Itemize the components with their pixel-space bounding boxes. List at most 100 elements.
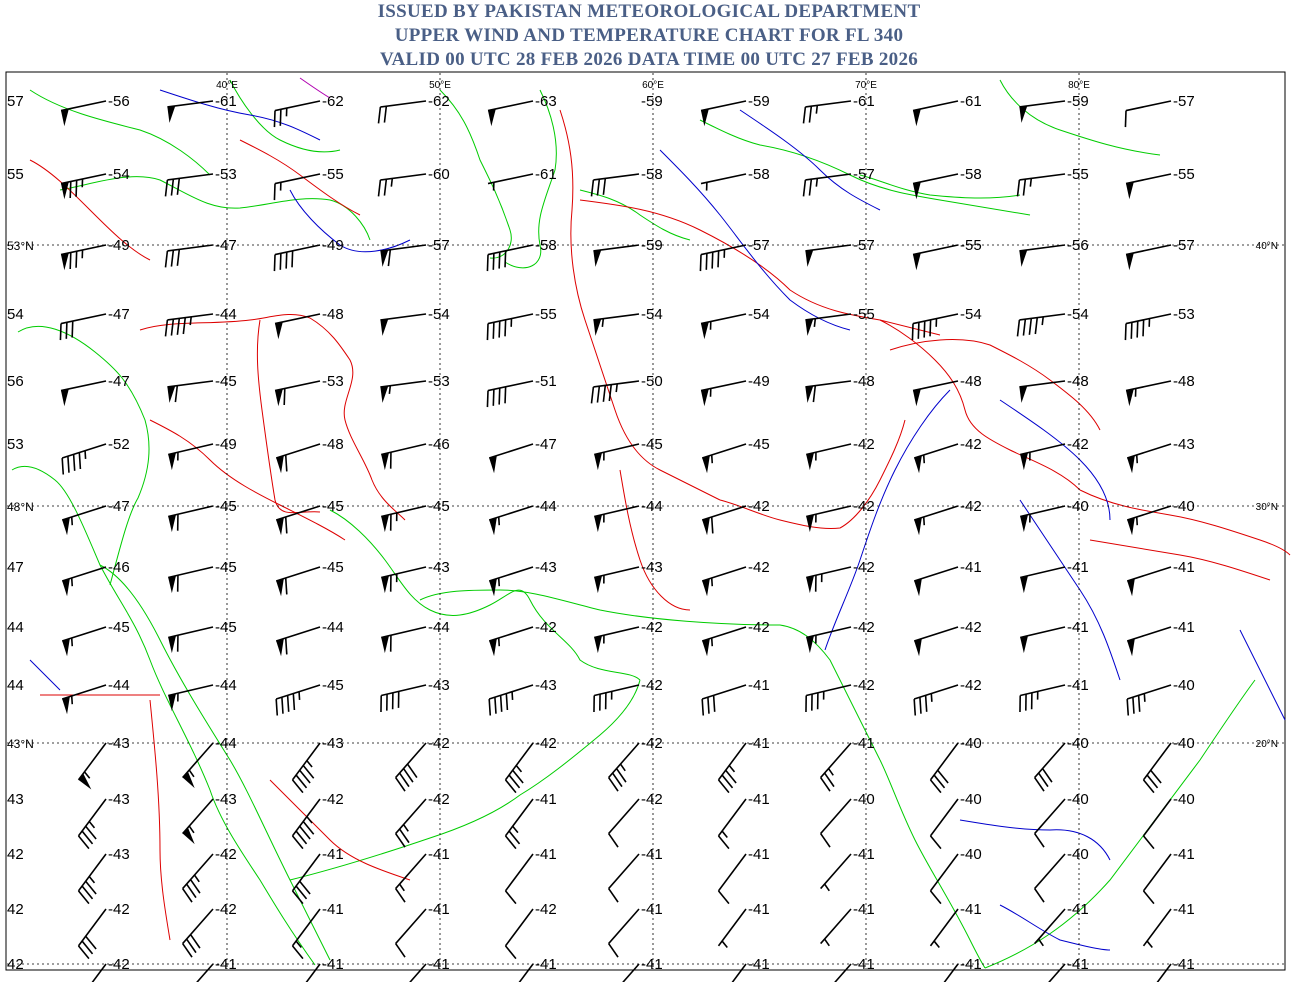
wind-barb	[1019, 684, 1066, 712]
border-central-asia	[579, 199, 941, 336]
wind-barb	[1126, 505, 1172, 536]
temperature-label: -41	[748, 791, 770, 808]
temperature-label-layer: -56 -61 -62 -62 -63 -59 -59 -61 -61 -59 -57 -54 -53 -…	[108, 93, 1195, 973]
border-kashmir	[879, 319, 1081, 491]
wind-barb	[805, 380, 852, 403]
temperature-label: -45	[748, 436, 770, 453]
longitude-label: 60°E	[642, 80, 664, 91]
wind-barb	[806, 443, 852, 471]
border-turkey	[29, 159, 151, 261]
temperature-label: -48	[960, 373, 982, 390]
temperature-label: -42	[748, 619, 770, 636]
wind-barb	[77, 908, 107, 960]
wind-barb	[61, 566, 107, 597]
wind-barb	[377, 173, 427, 197]
wind-barb	[167, 380, 214, 403]
temperature-label: -41	[1173, 956, 1195, 973]
temperature-label: -61	[853, 93, 875, 110]
wind-barb	[504, 853, 534, 905]
temperature-label: -41	[1173, 559, 1195, 576]
wind-barb	[1019, 380, 1066, 403]
wind-barb	[380, 244, 427, 267]
left-edge-label: 44	[7, 619, 24, 636]
wind-barb	[488, 626, 534, 657]
wind-barb	[1126, 626, 1172, 657]
temperature-label: -45	[322, 498, 344, 515]
wind-barb	[1019, 100, 1066, 123]
river-nile-delta	[29, 659, 61, 691]
latitude-label: 30°N	[1256, 502, 1278, 513]
wind-barb	[60, 244, 107, 271]
temperature-label: -59	[1067, 93, 1089, 110]
temperature-label: -45	[215, 619, 237, 636]
wind-barb	[943, 963, 959, 982]
wind-barb	[1124, 100, 1172, 128]
temperature-label: -54	[1067, 306, 1089, 323]
wind-barb	[593, 313, 640, 336]
temperature-label: -49	[748, 373, 770, 390]
wind-barb	[699, 244, 747, 272]
wind-barb	[701, 505, 747, 536]
wind-barb	[929, 742, 959, 794]
temperature-label: -41	[1067, 559, 1089, 576]
river-syr-darya	[739, 109, 881, 211]
wind-barb	[168, 684, 214, 712]
temperature-label: -42	[641, 791, 663, 808]
border-himalaya	[889, 339, 1101, 431]
temperature-label: -41	[1067, 677, 1089, 694]
temperature-label: -42	[1067, 436, 1089, 453]
temperature-label: -41	[1173, 901, 1195, 918]
temperature-label: -48	[1173, 373, 1195, 390]
steppe-line	[699, 119, 1031, 216]
north-coast-1	[29, 89, 211, 176]
temperature-label: -42	[108, 901, 130, 918]
wind-barb	[701, 566, 747, 597]
wind-barb	[593, 244, 640, 267]
temperature-label: -43	[535, 559, 557, 576]
wind-barb	[394, 798, 427, 848]
wind-barb	[1033, 853, 1066, 903]
temperature-label: -42	[853, 498, 875, 515]
wind-barb	[1020, 626, 1066, 654]
temperature-label: -54	[641, 306, 663, 323]
wind-barb	[1126, 684, 1172, 716]
wind-barb	[700, 100, 747, 127]
temperature-label: -41	[748, 735, 770, 752]
river-godavari	[959, 819, 1111, 861]
wind-barb	[168, 566, 214, 594]
temperature-label: -47	[535, 436, 557, 453]
wind-barb	[59, 313, 107, 341]
wind-barb	[1142, 908, 1172, 948]
temperature-label: -59	[641, 93, 663, 110]
wind-barb	[1020, 505, 1066, 533]
temperature-label: -45	[108, 619, 130, 636]
latitude-label: 20°N	[1256, 739, 1278, 750]
wind-barb	[487, 173, 534, 191]
left-edge-temperature-labels: 57 55 53°N 54 56 53 48°N 47 44 44 43°N 43 42 42 42	[7, 93, 34, 973]
temperature-label: -62	[322, 93, 344, 110]
wind-barb	[381, 566, 427, 594]
left-edge-label: 53	[7, 436, 24, 453]
wind-barb	[913, 566, 959, 597]
wind-barb	[701, 684, 747, 716]
wind-barb	[594, 566, 640, 594]
wind-barb	[913, 626, 959, 657]
wind-barb	[274, 380, 321, 407]
temperature-label: -42	[853, 436, 875, 453]
temperature-label: -40	[1173, 791, 1195, 808]
wind-barb	[381, 443, 427, 471]
temperature-label: -44	[215, 735, 237, 752]
temperature-label: -41	[853, 735, 875, 752]
wind-barb	[929, 853, 959, 905]
temperature-label: -61	[535, 166, 557, 183]
temperature-label: -43	[641, 559, 663, 576]
wind-barb-layer	[59, 100, 1172, 982]
wind-barb	[291, 908, 321, 960]
temperature-label: -42	[215, 846, 237, 863]
wind-barb	[819, 798, 852, 848]
temperature-label: -41	[748, 901, 770, 918]
temperature-label: -40	[1173, 677, 1195, 694]
temperature-label: -41	[322, 901, 344, 918]
temperature-label: -52	[108, 436, 130, 453]
